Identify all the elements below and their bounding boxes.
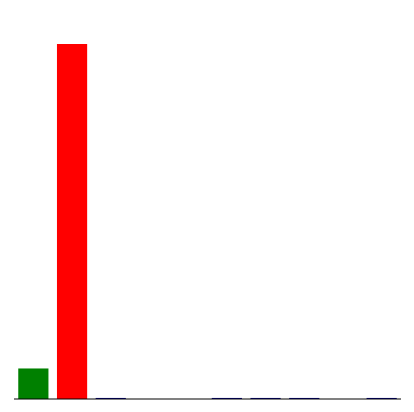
bars-group [18,44,397,399]
bar-8 [289,397,320,399]
bar-2 [56,44,88,399]
bar-10 [366,397,397,399]
bar-3 [95,397,126,399]
bar-1 [18,368,49,399]
bar-6 [211,397,242,399]
bar-7 [250,397,281,399]
